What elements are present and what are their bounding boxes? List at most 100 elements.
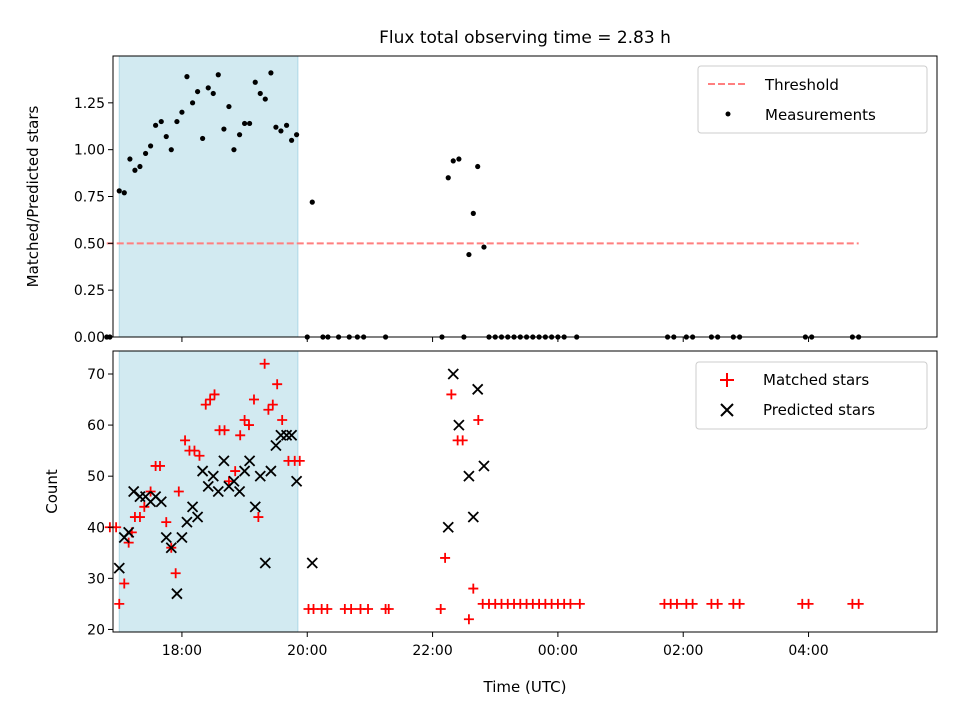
measurement-point [475, 163, 481, 170]
measurement-point [278, 128, 284, 134]
matched-star-point [200, 399, 211, 410]
matched-star-point [446, 389, 457, 400]
y-axis-ticks-bottom: 20 30 40 50 60 70 [87, 367, 113, 638]
measurement-point [215, 72, 221, 78]
measurement-point [179, 109, 185, 115]
measurement-point [147, 143, 154, 149]
matched-star-point [139, 501, 150, 512]
predicted-star-point [467, 511, 479, 523]
x-axis-label: Time (UTC) [483, 678, 567, 696]
matched-star-point [180, 435, 191, 446]
matched-star-point [712, 598, 723, 609]
legend-predicted-swatch [720, 403, 734, 417]
measurement-point [241, 120, 248, 127]
measurement-point [174, 118, 180, 125]
predicted-star-point [243, 455, 256, 467]
measurement-point [226, 103, 232, 110]
measurement-point [121, 190, 127, 196]
predicted-star-point [453, 419, 465, 431]
top-panel: Flux total observing time = 2.83 h 0.000… [24, 28, 938, 346]
predicted-star-point [202, 480, 214, 493]
predicted-star-point [472, 383, 484, 395]
measurement-point [221, 126, 227, 132]
legend-top: Threshold Measurements [697, 65, 928, 134]
matched-star-point [734, 598, 745, 609]
matched-star-point [239, 414, 250, 425]
predicted-star-point [265, 465, 277, 477]
measurements-points [104, 70, 862, 340]
legend-matched-label: Matched stars [763, 371, 869, 389]
matched-star-point [574, 598, 585, 609]
y-tick-label: 20 [87, 622, 105, 638]
predicted-star-point [191, 511, 204, 523]
predicted-star-point [196, 465, 209, 477]
bottom-panel: 20 30 40 50 60 70 18:00 20:00 22:00 00:00 02:00 04… [43, 350, 938, 696]
observing-window-shade [118, 55, 299, 338]
measurement-point [450, 158, 456, 164]
matched-star-point [294, 455, 305, 466]
matched-star-point [263, 404, 274, 415]
measurement-point [163, 133, 169, 140]
predicted-star-point [280, 429, 293, 441]
matched-star-point [277, 414, 288, 425]
measurement-point [466, 251, 472, 258]
measurement-point [210, 90, 216, 97]
measurement-point [445, 175, 451, 181]
legend-matched-swatch [720, 373, 734, 387]
matched-star-point [154, 460, 165, 471]
measurement-point [132, 167, 138, 173]
matched-star-point [230, 466, 241, 477]
measurement-point [137, 163, 143, 170]
legend-measurements-label: Measurements [765, 106, 876, 124]
predicted-star-point [218, 455, 230, 467]
x-tick-label: 04:00 [788, 643, 828, 659]
matched-star-point [253, 512, 264, 523]
measurement-point [200, 135, 206, 142]
matched-star-point [259, 358, 270, 369]
matched-star-point [473, 414, 484, 425]
predicted-star-point [259, 557, 271, 569]
predicted-star-point [155, 496, 167, 508]
predicted-star-point [447, 368, 459, 380]
matched-star-point [209, 389, 220, 400]
legend-top-box [697, 65, 928, 134]
predicted-star-point [463, 470, 475, 482]
measurement-point [257, 90, 263, 97]
measurement-point [127, 156, 133, 162]
predicted-star-point [306, 557, 318, 569]
predicted-star-point [165, 542, 177, 554]
y-axis-label-bottom: Count [43, 469, 61, 514]
matched-star-point [248, 394, 259, 405]
measurement-point [456, 156, 462, 162]
matched-star-point [322, 604, 333, 615]
y-tick-label: 0.25 [74, 283, 105, 299]
matched-star-point [272, 379, 283, 390]
legend-bottom-box [695, 361, 928, 430]
predicted-star-point [176, 531, 188, 544]
measurement-point [236, 132, 243, 138]
matched-star-point [803, 598, 814, 609]
predicted-star-point [160, 531, 172, 544]
measurement-point [252, 79, 258, 85]
matched-star-point [223, 476, 234, 487]
matched-star-point [383, 604, 394, 615]
predicted-star-point [233, 485, 246, 498]
matched-star-point [468, 583, 479, 594]
measurement-point [273, 124, 279, 130]
matched-star-point [114, 598, 125, 609]
predicted-star-point [290, 475, 303, 487]
matched-star-point [170, 568, 181, 579]
matched-star-point [346, 604, 357, 615]
measurement-point [268, 70, 274, 76]
matched-star-point [219, 425, 230, 436]
measurement-point [189, 100, 196, 106]
x-tick-label: 18:00 [162, 643, 202, 659]
matched-star-point [145, 486, 156, 497]
measurement-point [194, 88, 201, 95]
predicted-star-point [254, 470, 266, 482]
matched-star-point [161, 517, 172, 528]
matched-star-point [853, 598, 864, 609]
measurement-point [247, 120, 253, 127]
measurement-point [293, 132, 300, 138]
predicted-star-point [212, 485, 224, 498]
